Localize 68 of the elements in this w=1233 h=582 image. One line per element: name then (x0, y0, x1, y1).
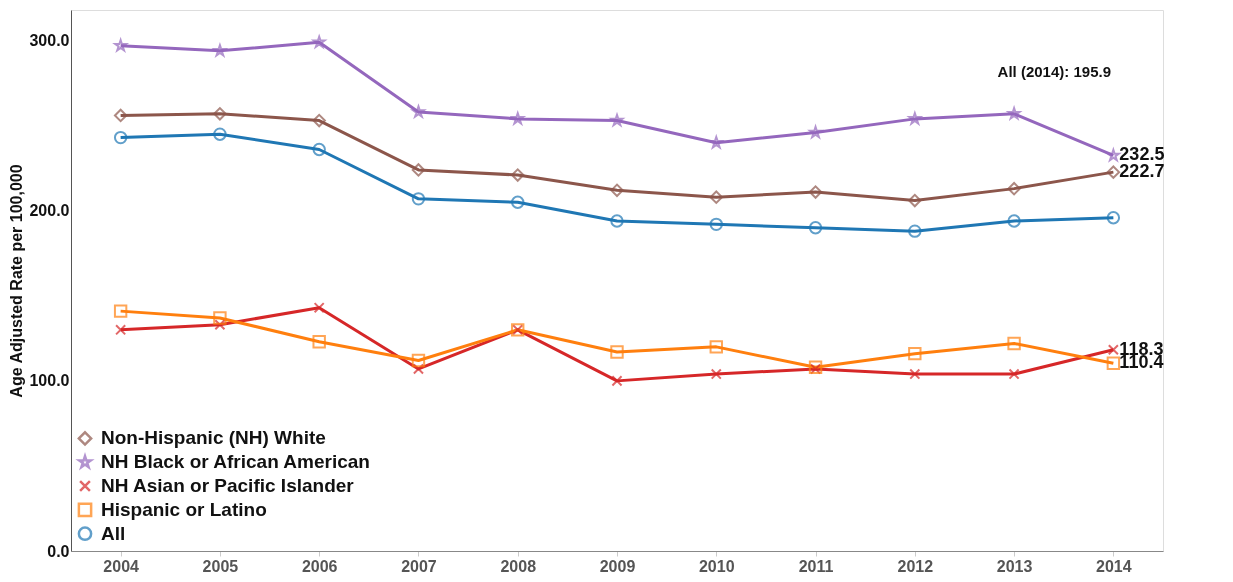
point (411, 163, 426, 177)
x-tick-label: 2006 (301, 557, 338, 575)
y-axis-title: Age Adjusted Rate per 100,000 (8, 164, 26, 398)
point (709, 136, 723, 149)
point (213, 311, 227, 325)
point (313, 302, 325, 314)
point (411, 353, 426, 368)
point (113, 130, 128, 145)
x-tick-label: 2011 (798, 557, 834, 575)
point (808, 221, 823, 235)
point (214, 319, 226, 331)
point (312, 113, 326, 128)
point (709, 190, 723, 204)
point (213, 127, 227, 141)
point (610, 183, 624, 198)
point (709, 340, 723, 354)
point (114, 39, 128, 52)
point (1007, 181, 1021, 196)
point (1106, 211, 1121, 225)
legend-label: NH Black or African American (101, 451, 370, 473)
point (1107, 344, 1119, 356)
point (511, 168, 525, 182)
legend-label: Hispanic or Latino (101, 498, 267, 520)
point (411, 192, 426, 206)
point (1007, 214, 1021, 228)
point (115, 324, 127, 336)
annotation: All (2014): 195.9 (997, 63, 1111, 80)
x-tick-label: 2009 (599, 557, 636, 575)
point (1106, 165, 1121, 179)
point (610, 214, 624, 228)
point (213, 44, 227, 57)
point (511, 195, 525, 209)
point (709, 217, 723, 232)
legend-label: Non-Hispanic (NH) White (101, 427, 326, 449)
point (213, 107, 227, 121)
y-tick-label: 200.0 (29, 202, 70, 220)
point (908, 193, 922, 208)
point (908, 346, 922, 361)
point (1007, 107, 1021, 120)
point (909, 368, 921, 380)
point (113, 108, 128, 123)
point (511, 112, 525, 125)
legend-label: NH Asian or Pacific Islander (101, 475, 355, 497)
legend-label: All (101, 522, 126, 544)
x-tick-label: 2005 (202, 557, 239, 575)
x-tick-label: 2014 (1096, 557, 1132, 575)
point (610, 345, 624, 359)
point (412, 363, 425, 375)
y-tick-label: 300.0 (29, 32, 70, 50)
point (611, 375, 623, 387)
y-tick-label: 0.0 (47, 542, 70, 560)
point (312, 335, 326, 349)
x-tick-label: 2004 (103, 557, 140, 575)
point (1007, 336, 1021, 351)
x-tick-label: 2012 (897, 557, 934, 575)
point (1106, 356, 1121, 370)
point (312, 142, 326, 157)
x-tick-label: 2007 (401, 557, 437, 575)
point (908, 224, 922, 238)
y-tick-label: 100.0 (29, 372, 70, 390)
x-tick-label: 2013 (996, 557, 1033, 575)
x-tick-label: 2010 (698, 557, 735, 575)
point (710, 368, 722, 380)
point (1008, 368, 1020, 380)
point (113, 304, 128, 318)
x-tick-label: 2008 (500, 557, 537, 575)
point (808, 185, 823, 199)
point (908, 112, 922, 125)
